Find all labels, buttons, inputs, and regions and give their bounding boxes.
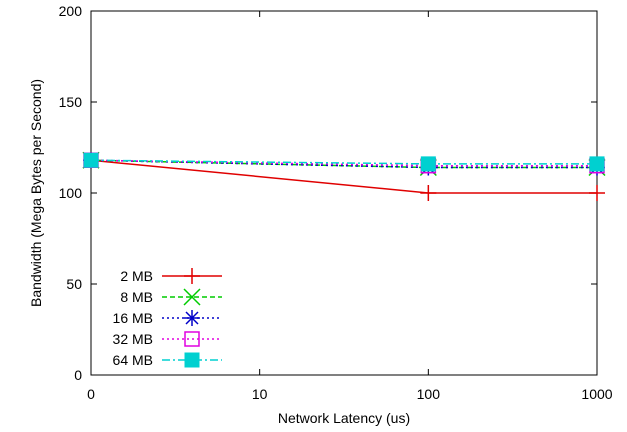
legend: 2 MB 8 MB 16 MB 32 MB 64 MB [113,268,222,368]
data-point [183,288,201,306]
series-32-mb [83,152,605,174]
legend-item: 32 MB [113,331,222,347]
y-tick-label: 200 [59,3,83,19]
y-tick-label: 100 [59,185,83,201]
data-point [589,156,605,172]
series-layer [82,151,606,201]
x-tick-label: 10 [252,386,268,402]
legend-label: 16 MB [113,310,153,326]
data-point [420,185,437,201]
legend-label: 8 MB [120,289,153,305]
legend-label: 32 MB [113,331,153,347]
y-tick-label: 50 [66,276,82,292]
data-point [184,352,200,368]
legend-label: 2 MB [120,268,153,284]
y-axis-label: Bandwidth (Mega Bytes per Second) [28,79,44,307]
y-tick-label: 0 [74,367,82,383]
legend-item: 8 MB [120,288,222,306]
series-2-mb [83,152,605,201]
data-point [589,185,605,201]
series-64-mb [83,152,605,172]
x-axis-label: Network Latency (us) [278,410,410,426]
x-tick-label: 0 [87,386,95,402]
data-point [83,152,99,168]
axes: 0 50 100 150 200 0 10 100 1000 [59,3,613,402]
legend-item: 64 MB [113,352,222,368]
y-tick-label: 150 [59,94,83,110]
data-point [420,156,436,172]
data-point [184,331,200,347]
legend-label: 64 MB [113,352,153,368]
x-tick-label: 1000 [581,386,612,402]
x-tick-label: 100 [417,386,441,402]
legend-item: 16 MB [113,310,222,326]
legend-item: 2 MB [120,268,222,284]
data-point [184,310,200,326]
data-point [184,268,200,284]
